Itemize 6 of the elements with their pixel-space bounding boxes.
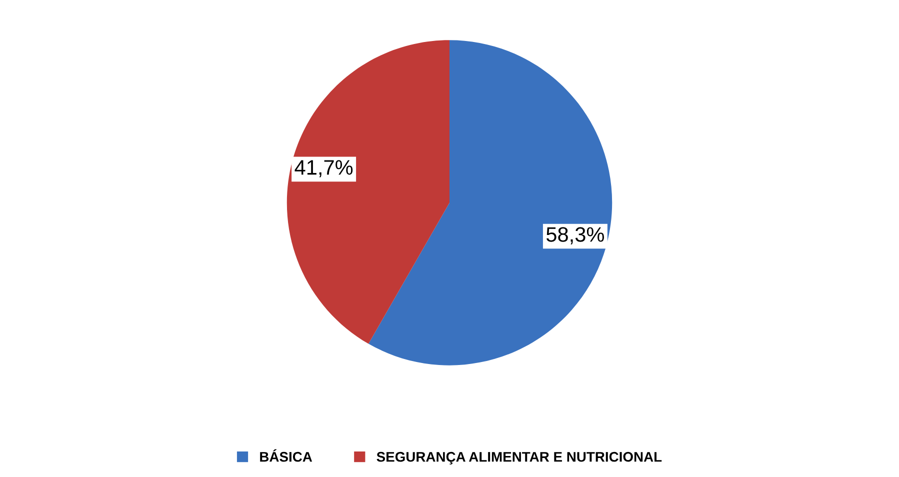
legend-label: SEGURANÇA ALIMENTAR E NUTRICIONAL xyxy=(376,452,662,464)
pie-slice xyxy=(368,40,612,366)
data-label: 58,3% xyxy=(546,227,604,244)
legend-label: BÁSICA xyxy=(260,449,312,462)
pie-slice xyxy=(286,40,450,344)
data-label: 41,7% xyxy=(294,160,353,178)
